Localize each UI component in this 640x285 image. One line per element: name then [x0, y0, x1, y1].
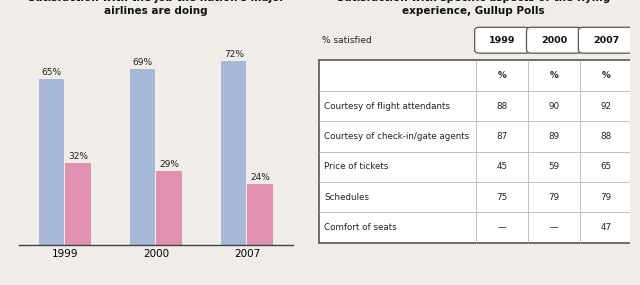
Text: 92: 92 — [600, 101, 612, 111]
Text: 59: 59 — [548, 162, 560, 171]
Bar — [248, 184, 273, 245]
Text: 79: 79 — [548, 193, 560, 202]
Bar — [130, 69, 156, 245]
Text: 87: 87 — [497, 132, 508, 141]
Bar — [319, 60, 632, 243]
Text: %: % — [498, 71, 507, 80]
Text: 1999: 1999 — [489, 36, 516, 45]
Text: 88: 88 — [600, 132, 612, 141]
Text: 69%: 69% — [132, 58, 153, 66]
Text: Courtesy of flight attendants: Courtesy of flight attendants — [324, 101, 450, 111]
Bar — [156, 171, 182, 245]
Text: Price of tickets: Price of tickets — [324, 162, 388, 171]
Text: 89: 89 — [548, 132, 560, 141]
FancyBboxPatch shape — [527, 27, 582, 53]
Text: %: % — [602, 71, 611, 80]
Text: 65: 65 — [600, 162, 612, 171]
Text: 32%: 32% — [68, 152, 88, 161]
Bar — [221, 61, 246, 245]
Text: 72%: 72% — [224, 50, 244, 59]
Bar — [39, 79, 64, 245]
Text: 45: 45 — [497, 162, 508, 171]
Text: 2007: 2007 — [593, 36, 619, 45]
Text: —: — — [550, 223, 559, 232]
Text: 65%: 65% — [42, 68, 61, 77]
Text: —: — — [498, 223, 507, 232]
Text: 47: 47 — [600, 223, 612, 232]
Text: 29%: 29% — [159, 160, 179, 169]
FancyBboxPatch shape — [475, 27, 530, 53]
Text: Comfort of seats: Comfort of seats — [324, 223, 397, 232]
Text: 88: 88 — [497, 101, 508, 111]
FancyBboxPatch shape — [579, 27, 634, 53]
Title: Satisfaction with the job the nation's major
airlines are doing: Satisfaction with the job the nation's m… — [28, 0, 284, 17]
Text: 24%: 24% — [250, 173, 270, 182]
Text: 79: 79 — [600, 193, 612, 202]
Text: % satisfied: % satisfied — [323, 36, 372, 45]
Text: %: % — [550, 71, 559, 80]
Bar — [65, 163, 91, 245]
Text: 2000: 2000 — [541, 36, 567, 45]
Title: Satisfaction with specific aspects of the flying
experience, Gullup Polls: Satisfaction with specific aspects of th… — [337, 0, 610, 17]
Text: Schedules: Schedules — [324, 193, 369, 202]
Text: 90: 90 — [548, 101, 560, 111]
Text: Courtesy of check-in/gate agents: Courtesy of check-in/gate agents — [324, 132, 469, 141]
Text: 75: 75 — [497, 193, 508, 202]
